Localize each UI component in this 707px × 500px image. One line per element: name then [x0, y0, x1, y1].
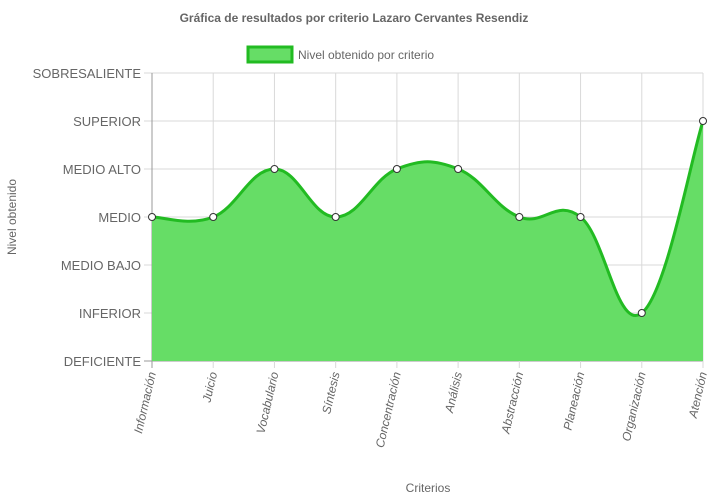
legend-label: Nivel obtenido por criterio: [298, 48, 434, 62]
data-point[interactable]: [637, 309, 646, 317]
data-point[interactable]: [576, 213, 585, 221]
x-tick-label: Atención: [686, 370, 707, 420]
y-axis-label: Nivel obtenido: [5, 179, 19, 255]
x-tick-label: Organización: [619, 370, 649, 442]
x-tick-label: Síntesis: [319, 371, 342, 416]
y-tick-label: SUPERIOR: [73, 114, 141, 129]
series-points: [148, 117, 707, 317]
data-point[interactable]: [515, 213, 524, 221]
y-tick-label: SOBRESALIENTE: [33, 66, 142, 81]
y-tick-label: INFERIOR: [79, 306, 141, 321]
data-point[interactable]: [148, 213, 156, 221]
x-tick-label: Concentración: [373, 370, 404, 449]
x-tick-label: Análisis: [442, 371, 465, 415]
legend-swatch: [246, 45, 294, 64]
data-point[interactable]: [392, 165, 401, 173]
data-point[interactable]: [331, 213, 340, 221]
data-point[interactable]: [699, 117, 707, 125]
series-area-fill: [152, 121, 703, 361]
x-axis-ticks: Información Juicio Vocabulario Síntesis Conc…: [131, 370, 707, 449]
chart-title: Gráfica de resultados por criterio Lazar…: [180, 11, 529, 25]
x-axis-label: Criterios: [406, 481, 451, 495]
x-tick-label: Abstracción: [498, 370, 526, 436]
y-tick-label: MEDIO: [98, 210, 141, 225]
x-tick-label: Juicio: [199, 370, 220, 404]
y-tick-label: DEFICIENTE: [64, 354, 142, 369]
y-tick-label: MEDIO ALTO: [63, 162, 141, 177]
y-axis-ticks: DEFICIENTE INFERIOR MEDIO BAJO MEDIO MEDIO A…: [33, 66, 142, 369]
data-point[interactable]: [209, 213, 218, 221]
y-tick-label: MEDIO BAJO: [61, 258, 141, 273]
x-tick-label: Información: [131, 370, 159, 435]
data-point[interactable]: [454, 165, 463, 173]
x-tick-label: Planeación: [560, 370, 587, 431]
series-area: [151, 120, 705, 361]
data-point[interactable]: [270, 165, 279, 173]
legend[interactable]: Nivel obtenido por criterio: [246, 45, 434, 64]
x-tick-label: Vocabulario: [254, 370, 282, 435]
